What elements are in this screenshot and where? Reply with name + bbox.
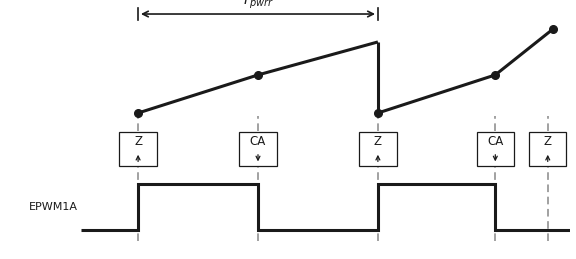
Bar — [529, 132, 566, 166]
Text: CA: CA — [250, 135, 266, 148]
Text: $T_{pwrr}$: $T_{pwrr}$ — [241, 0, 275, 11]
Text: Z: Z — [544, 135, 552, 148]
Text: CA: CA — [487, 135, 503, 148]
Bar — [359, 132, 397, 166]
Text: Z: Z — [134, 135, 142, 148]
Bar — [119, 132, 157, 166]
Text: EPWM1A: EPWM1A — [29, 202, 78, 212]
Text: Z: Z — [374, 135, 382, 148]
Bar — [476, 132, 514, 166]
Bar — [239, 132, 276, 166]
